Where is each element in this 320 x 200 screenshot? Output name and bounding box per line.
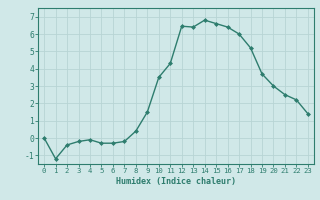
X-axis label: Humidex (Indice chaleur): Humidex (Indice chaleur) [116,177,236,186]
